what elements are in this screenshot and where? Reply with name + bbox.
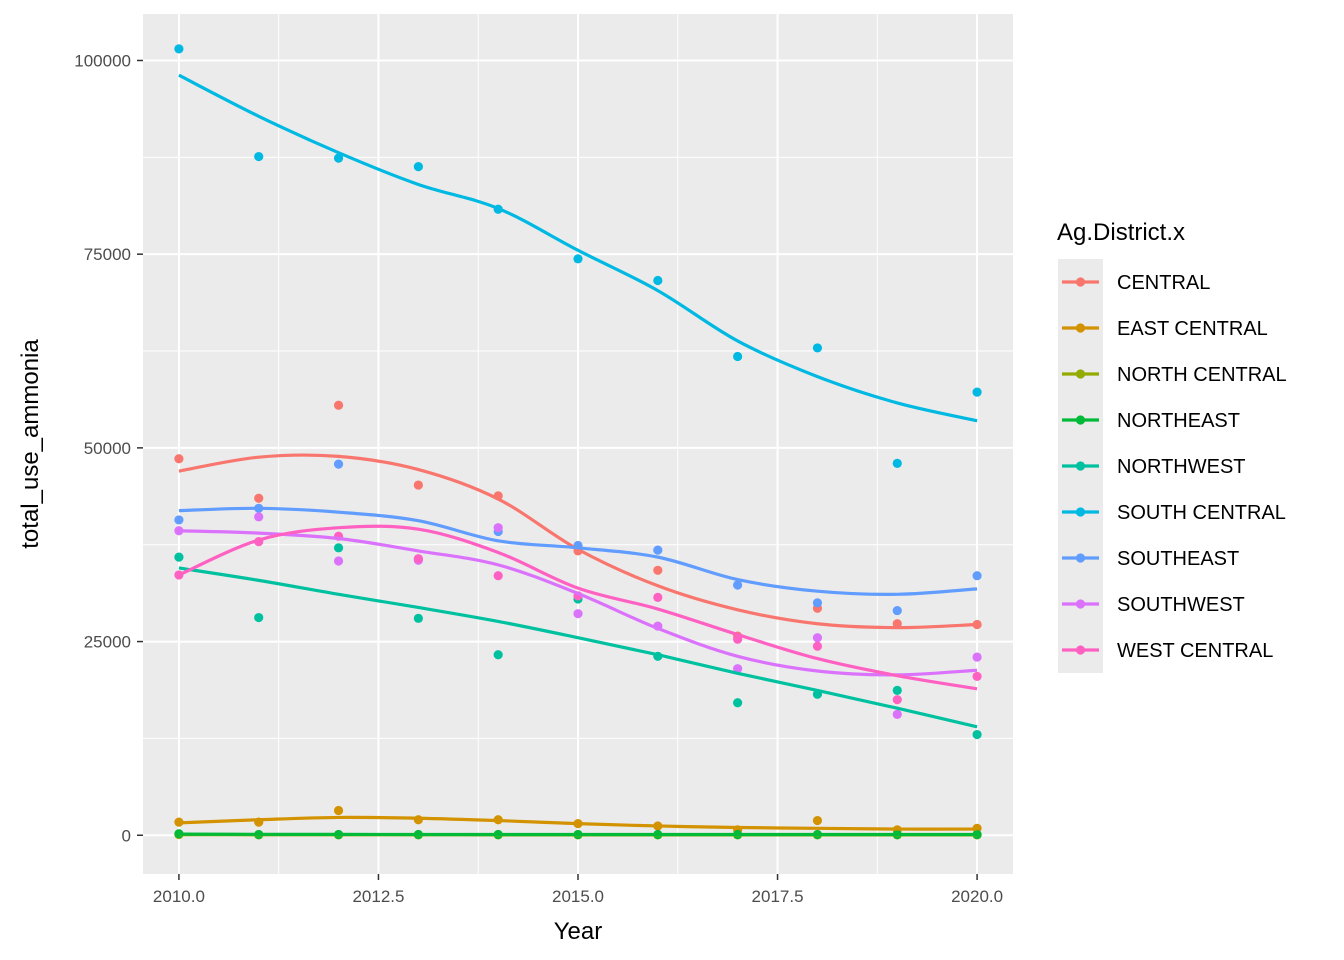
point-east-central xyxy=(333,805,344,816)
trend-line-southwest xyxy=(178,529,978,677)
point-northeast xyxy=(972,829,982,840)
legend-key-point-northeast xyxy=(1075,415,1086,425)
point-west-central xyxy=(493,571,503,581)
point-central xyxy=(972,619,982,630)
point-south-central xyxy=(413,162,423,172)
y-tick-label: 75000 xyxy=(84,245,131,264)
x-tick-label: 2020.0 xyxy=(951,887,1003,906)
point-west-central xyxy=(972,671,982,682)
point-west-central xyxy=(653,592,663,603)
y-tick-label: 25000 xyxy=(84,633,131,652)
point-northwest xyxy=(493,650,503,660)
legend-label-north-central: NORTH CENTRAL xyxy=(1117,364,1287,386)
point-southeast xyxy=(733,580,743,590)
x-tick-label: 2017.5 xyxy=(752,887,804,906)
point-southwest xyxy=(892,709,902,719)
point-west-central xyxy=(812,641,823,651)
legend-label-south-central: SOUTH CENTRAL xyxy=(1117,502,1286,524)
point-southeast xyxy=(653,545,663,555)
point-central xyxy=(413,480,423,490)
trend-line-east-central xyxy=(178,815,978,831)
point-south-central xyxy=(653,275,663,286)
legend-label-east-central: EAST CENTRAL xyxy=(1117,318,1268,340)
point-southwest xyxy=(972,652,982,662)
y-tick-label: 100000 xyxy=(74,51,131,70)
point-west-central xyxy=(413,554,423,564)
legend-label-southwest: SOUTHWEST xyxy=(1117,594,1245,616)
legend-label-west-central: WEST CENTRAL xyxy=(1117,640,1273,662)
legend-key-point-south-central xyxy=(1075,507,1086,517)
point-southwest xyxy=(573,609,583,619)
point-northwest xyxy=(413,613,423,623)
point-northwest xyxy=(733,698,743,708)
y-axis: 0 25000 50000 75000 100000 xyxy=(74,51,143,845)
point-central xyxy=(653,565,663,575)
point-southwest xyxy=(174,526,184,536)
y-axis-title: total_use_ammonia xyxy=(17,339,44,549)
y-tick-label: 50000 xyxy=(84,439,131,458)
point-southwest xyxy=(812,633,823,643)
legend-label-northeast: NORTHEAST xyxy=(1117,410,1240,432)
trend-line-southeast xyxy=(178,506,978,596)
point-southwest xyxy=(254,512,264,522)
point-northwest xyxy=(972,729,982,740)
point-south-central xyxy=(892,458,902,468)
point-south-central xyxy=(174,44,184,54)
x-tick-label: 2010.0 xyxy=(153,887,205,906)
point-southwest xyxy=(333,556,344,566)
legend-key-point-west-central xyxy=(1075,645,1086,655)
point-south-central xyxy=(254,151,264,162)
point-southwest xyxy=(733,664,743,674)
point-central xyxy=(254,493,264,503)
x-axis-title: Year xyxy=(554,918,603,945)
legend: Ag.District.x CENTRAL EAST CENTRAL NORTH C… xyxy=(1057,219,1287,673)
legend-key-point-northwest xyxy=(1075,461,1086,471)
point-southwest xyxy=(493,523,503,533)
point-northwest xyxy=(892,685,902,695)
point-south-central xyxy=(812,343,823,353)
point-south-central xyxy=(333,153,344,163)
legend-key-point-north-central xyxy=(1075,369,1086,379)
point-west-central xyxy=(892,695,902,705)
legend-key-point-central xyxy=(1075,277,1086,287)
legend-label-southeast: SOUTHEAST xyxy=(1117,548,1239,570)
trend-line-west-central xyxy=(178,524,978,691)
point-central xyxy=(333,400,344,410)
trend-line-south-central xyxy=(178,73,978,423)
legend-key-point-southwest xyxy=(1075,599,1086,609)
point-southeast xyxy=(812,598,823,608)
x-axis: 2010.0 2012.5 2015.0 2017.5 2020.0 xyxy=(153,874,1003,906)
x-tick-label: 2015.0 xyxy=(552,887,604,906)
point-southeast xyxy=(972,571,982,581)
legend-key-point-east-central xyxy=(1075,323,1086,333)
legend-title: Ag.District.x xyxy=(1057,219,1185,246)
point-northwest xyxy=(174,552,184,562)
point-southeast xyxy=(333,459,344,469)
legend-key-point-southeast xyxy=(1075,553,1086,563)
point-northwest xyxy=(333,543,344,553)
point-northwest xyxy=(254,612,264,623)
legend-label-central: CENTRAL xyxy=(1117,272,1210,294)
point-central xyxy=(174,454,184,464)
point-east-central xyxy=(812,815,823,826)
point-southeast xyxy=(892,605,902,616)
point-south-central xyxy=(573,254,583,264)
legend-label-northwest: NORTHWEST xyxy=(1117,456,1246,478)
x-tick-label: 2012.5 xyxy=(352,887,404,906)
y-tick-label: 0 xyxy=(122,826,131,845)
point-south-central xyxy=(733,351,743,362)
point-south-central xyxy=(972,387,982,397)
series-lines xyxy=(178,73,978,837)
point-southeast xyxy=(174,515,184,525)
trend-line-northwest xyxy=(178,566,978,729)
